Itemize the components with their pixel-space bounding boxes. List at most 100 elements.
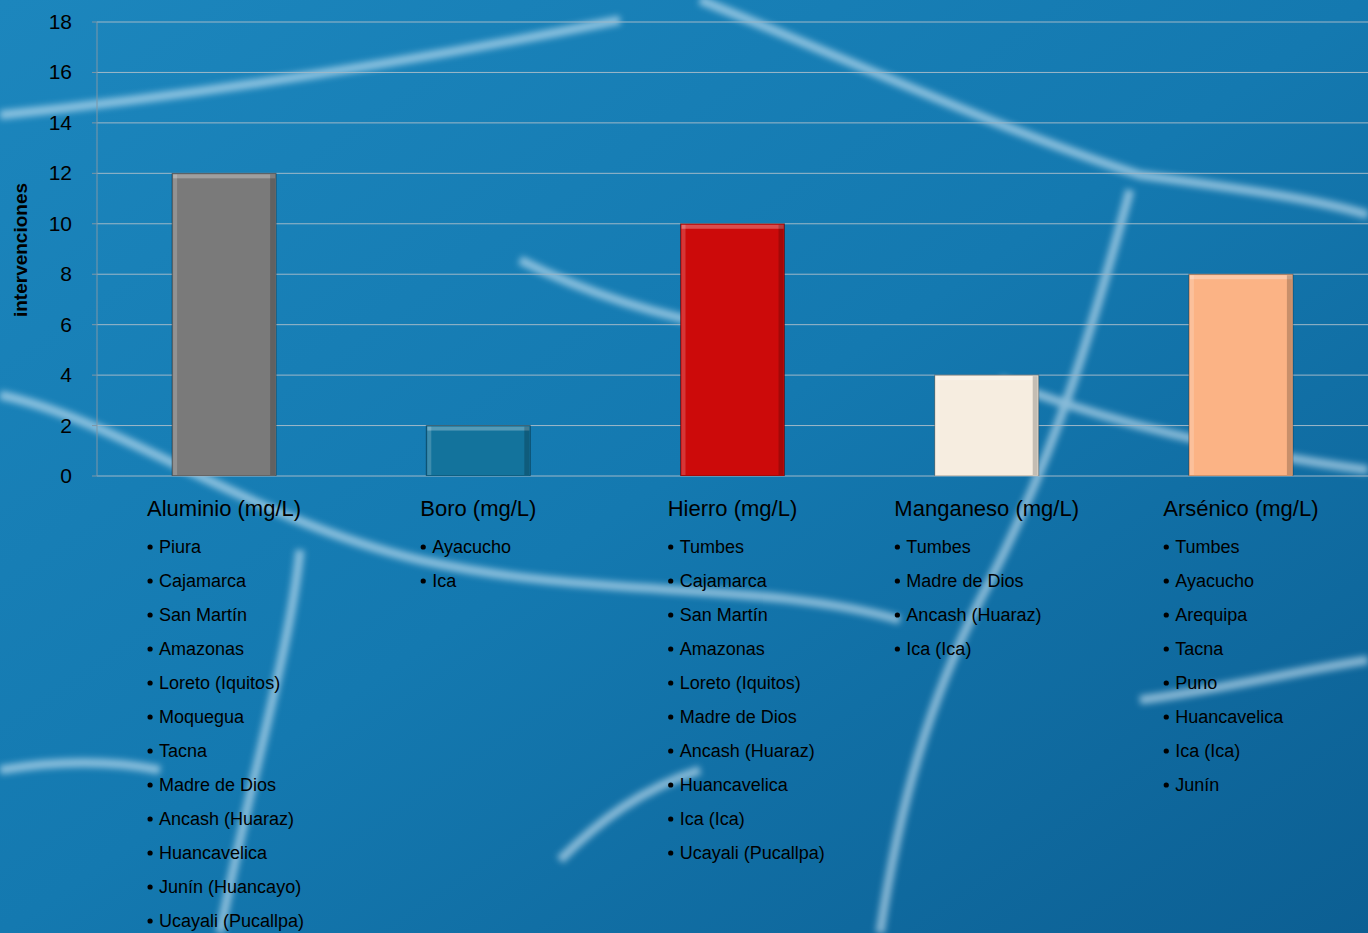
bullet: [895, 612, 900, 617]
bullet: [147, 544, 152, 549]
bullet: [895, 544, 900, 549]
bullet: [668, 680, 673, 685]
annotation-item: Cajamarca: [680, 571, 768, 591]
bullet: [1164, 612, 1169, 617]
annotation-item: Loreto (Iquitos): [159, 673, 280, 693]
bar-bevel: [427, 427, 431, 475]
annotation-item: Ancash (Huaraz): [159, 809, 294, 829]
bullet: [147, 816, 152, 821]
tick-mark: [92, 72, 97, 73]
tick-label: 2: [60, 414, 72, 437]
bar: [172, 173, 276, 476]
bar: [681, 224, 785, 476]
bullet: [668, 816, 673, 821]
annotation-item: Puno: [1175, 673, 1217, 693]
category-label: Manganeso (mg/L): [894, 496, 1079, 521]
annotation-item: San Martín: [680, 605, 768, 625]
bullet: [1164, 680, 1169, 685]
tick-mark: [92, 476, 97, 477]
bullet: [1164, 646, 1169, 651]
annotation-item: Loreto (Iquitos): [680, 673, 801, 693]
tick-label: 16: [49, 60, 72, 83]
bar-bevel: [270, 174, 275, 475]
grid-line: [97, 72, 1368, 73]
grid-line: [97, 122, 1368, 123]
annotation-item: Ancash (Huaraz): [680, 741, 815, 761]
bar-bevel: [936, 376, 940, 475]
annotation-item: Ayacucho: [1175, 571, 1254, 591]
tick-mark: [92, 324, 97, 325]
bullet: [147, 748, 152, 753]
grid: [92, 22, 1368, 476]
category-label: Boro (mg/L): [420, 496, 536, 521]
category-label: Aluminio (mg/L): [147, 496, 301, 521]
bar: [935, 375, 1039, 476]
bullet: [1164, 578, 1169, 583]
streak: [1000, 380, 1368, 470]
bar-bevel: [682, 225, 686, 475]
annotation-item: Ucayali (Pucallpa): [159, 911, 304, 931]
annotation-item: Cajamarca: [159, 571, 247, 591]
chart-root: 024681012141618intervencionesAluminio (m…: [0, 0, 1368, 933]
bar-bevel: [173, 174, 177, 475]
streak: [1140, 660, 1368, 700]
bullet: [1164, 714, 1169, 719]
tick-label: 14: [49, 111, 73, 134]
streak: [0, 763, 160, 771]
bullet: [668, 544, 673, 549]
annotation-item: Amazonas: [159, 639, 244, 659]
grid-line: [97, 173, 1368, 174]
annotation-item: Ica (Ica): [1175, 741, 1240, 761]
annotation-item: Huancavelica: [159, 843, 268, 863]
tick-label: 12: [49, 161, 72, 184]
bullet: [147, 850, 152, 855]
bullet: [668, 612, 673, 617]
bullet: [421, 578, 426, 583]
tick-mark: [92, 274, 97, 275]
annotation-item: Huancavelica: [1175, 707, 1284, 727]
annotation-item: Tumbes: [680, 537, 744, 557]
bar-bevel: [1033, 376, 1038, 475]
bar: [426, 426, 530, 476]
bar-bevel: [427, 427, 529, 431]
streak: [0, 20, 620, 115]
bullet: [147, 918, 152, 923]
chart: 024681012141618intervencionesAluminio (m…: [0, 0, 1368, 933]
bullet: [668, 850, 673, 855]
annotation-item: Ica (Ica): [680, 809, 745, 829]
tick-mark: [92, 22, 97, 23]
annotation-item: Junín (Huancayo): [159, 877, 301, 897]
annotation-item: Ucayali (Pucallpa): [680, 843, 825, 863]
annotation-item: Junín: [1175, 775, 1219, 795]
tick-label: 0: [60, 464, 72, 487]
bullet: [1164, 782, 1169, 787]
annotation-item: Ayacucho: [432, 537, 511, 557]
bars: [172, 173, 1293, 476]
tick-label: 4: [60, 363, 72, 386]
y-axis-label: intervenciones: [10, 183, 31, 317]
annotation-item: Madre de Dios: [159, 775, 276, 795]
background-streaks: [0, 0, 1368, 933]
tick-mark: [92, 425, 97, 426]
annotation-item: Moquegua: [159, 707, 245, 727]
streak: [880, 190, 1130, 933]
annotation-item: Ica (Ica): [906, 639, 971, 659]
annotation-item: Amazonas: [680, 639, 765, 659]
bar-bevel: [1190, 275, 1194, 475]
annotation-item: Tumbes: [906, 537, 970, 557]
bullet: [895, 578, 900, 583]
bullet: [147, 680, 152, 685]
annotation-item: Piura: [159, 537, 202, 557]
bar-bevel: [1287, 275, 1292, 475]
bullet: [668, 748, 673, 753]
annotation-item: Tacna: [1175, 639, 1224, 659]
bullet: [147, 646, 152, 651]
bullet: [1164, 748, 1169, 753]
streak: [700, 0, 1368, 215]
bullet: [147, 612, 152, 617]
bullet: [895, 646, 900, 651]
bar-bevel: [779, 225, 784, 475]
annotation-item: Madre de Dios: [906, 571, 1023, 591]
bar-bevel: [682, 225, 784, 229]
bullet: [668, 578, 673, 583]
